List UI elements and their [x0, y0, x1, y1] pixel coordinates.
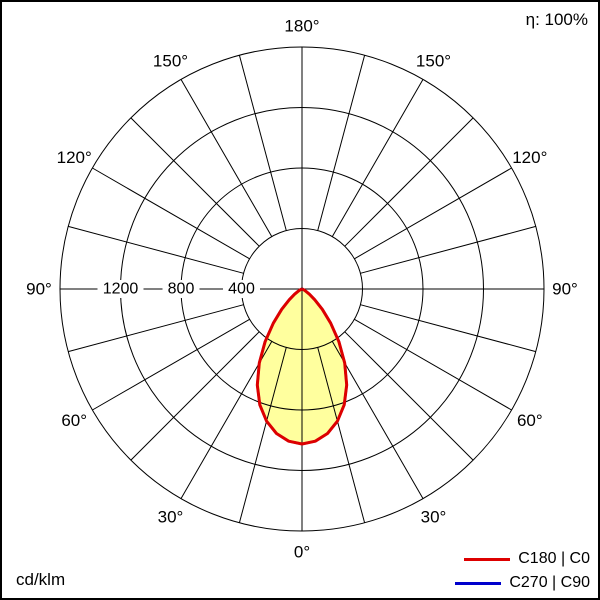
legend-label-c270-c90: C270 | C90	[509, 574, 590, 591]
grid-spoke	[360, 304, 536, 353]
grid-spoke	[331, 341, 424, 499]
angle-label: 150°	[153, 52, 188, 71]
legend-line-blue-icon	[455, 581, 502, 585]
curve-c180-c0	[255, 287, 349, 446]
angle-label: 60°	[61, 411, 87, 430]
grid-spoke	[238, 55, 287, 231]
legend-line-red-icon	[464, 557, 511, 561]
ring-label: 400	[228, 281, 255, 298]
grid-spoke	[238, 347, 287, 523]
grid-spoke	[317, 55, 366, 231]
legend-item-c270-c90: C270 | C90	[455, 574, 590, 592]
grid-spoke	[68, 304, 244, 353]
grid-spoke	[354, 167, 512, 260]
legend-label-c180-c0: C180 | C0	[518, 550, 590, 567]
grid-spoke	[344, 331, 474, 461]
grid-spoke	[354, 318, 512, 411]
grid-spoke	[344, 117, 474, 247]
grid-spoke	[180, 341, 273, 499]
angle-label: 60°	[517, 411, 543, 430]
angle-label: 90°	[26, 280, 52, 299]
unit-label: cd/klm	[16, 570, 66, 589]
angle-label: 30°	[158, 507, 184, 526]
angle-label: 180°	[284, 17, 319, 36]
ring-label-bg	[223, 280, 260, 298]
grid-spoke	[331, 79, 424, 237]
ring-label-bg	[162, 280, 200, 298]
grid-spoke	[68, 225, 244, 274]
angle-label: 150°	[416, 52, 451, 71]
legend-item-c180-c0: C180 | C0	[464, 550, 590, 568]
grid-spoke	[130, 117, 260, 247]
angle-label: 90°	[552, 280, 578, 299]
angle-label: 120°	[512, 148, 547, 167]
ring-label: 1200	[103, 281, 139, 298]
legend: C180 | C0 C270 | C90	[455, 550, 590, 592]
grid-spoke	[360, 225, 536, 274]
grid-spoke	[92, 167, 250, 260]
grid-spoke	[317, 347, 366, 523]
angle-label: 30°	[421, 507, 447, 526]
grid-spoke	[180, 79, 273, 237]
grid-spoke	[92, 318, 250, 411]
ring-label: 800	[168, 281, 195, 298]
ring-label-bg	[97, 280, 144, 298]
grid-spoke	[130, 331, 260, 461]
efficiency-label: η: 100%	[525, 10, 588, 29]
angle-label: 0°	[294, 543, 310, 562]
angle-label: 120°	[57, 148, 92, 167]
